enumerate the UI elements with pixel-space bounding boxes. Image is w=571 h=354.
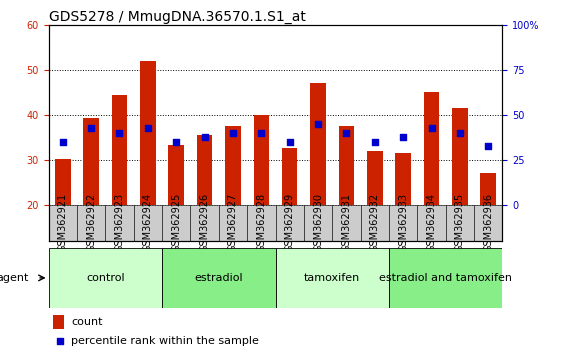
Text: control: control bbox=[86, 273, 124, 283]
FancyBboxPatch shape bbox=[275, 205, 304, 241]
Bar bbox=[197, 135, 212, 205]
Point bbox=[399, 135, 408, 140]
FancyBboxPatch shape bbox=[247, 205, 275, 241]
Text: estradiol and tamoxifen: estradiol and tamoxifen bbox=[379, 273, 512, 283]
Point bbox=[172, 139, 181, 144]
Point bbox=[484, 143, 493, 149]
FancyBboxPatch shape bbox=[77, 205, 105, 241]
Point bbox=[455, 130, 464, 136]
Bar bbox=[140, 61, 156, 205]
Point bbox=[370, 139, 379, 144]
Bar bbox=[282, 148, 297, 205]
Text: GSM362928: GSM362928 bbox=[256, 193, 266, 252]
Text: count: count bbox=[71, 318, 103, 327]
Point bbox=[55, 338, 65, 343]
Text: GSM362926: GSM362926 bbox=[200, 193, 210, 252]
Bar bbox=[254, 115, 269, 205]
FancyBboxPatch shape bbox=[474, 205, 502, 241]
Text: GSM362934: GSM362934 bbox=[427, 193, 437, 252]
Text: GSM362924: GSM362924 bbox=[143, 193, 153, 252]
Point bbox=[58, 139, 67, 144]
FancyBboxPatch shape bbox=[304, 205, 332, 241]
FancyBboxPatch shape bbox=[417, 205, 446, 241]
Text: GSM362922: GSM362922 bbox=[86, 193, 96, 252]
Text: GDS5278 / MmugDNA.36570.1.S1_at: GDS5278 / MmugDNA.36570.1.S1_at bbox=[49, 10, 305, 24]
Bar bbox=[55, 159, 71, 205]
Bar bbox=[83, 118, 99, 205]
Text: estradiol: estradiol bbox=[195, 273, 243, 283]
Text: GSM362925: GSM362925 bbox=[171, 193, 181, 252]
FancyBboxPatch shape bbox=[389, 205, 417, 241]
Bar bbox=[49, 248, 162, 308]
FancyBboxPatch shape bbox=[134, 205, 162, 241]
Bar bbox=[53, 315, 65, 329]
Text: GSM362927: GSM362927 bbox=[228, 193, 238, 252]
Bar bbox=[452, 108, 468, 205]
Bar bbox=[168, 145, 184, 205]
Text: GSM362929: GSM362929 bbox=[285, 193, 295, 252]
FancyBboxPatch shape bbox=[219, 205, 247, 241]
Bar bbox=[424, 92, 439, 205]
Bar bbox=[389, 248, 502, 308]
Bar bbox=[480, 173, 496, 205]
Point bbox=[115, 130, 124, 136]
FancyBboxPatch shape bbox=[49, 205, 77, 241]
Bar bbox=[275, 248, 389, 308]
Point bbox=[257, 130, 266, 136]
Text: GSM362936: GSM362936 bbox=[483, 193, 493, 252]
FancyBboxPatch shape bbox=[105, 205, 134, 241]
FancyBboxPatch shape bbox=[446, 205, 474, 241]
FancyBboxPatch shape bbox=[332, 205, 361, 241]
FancyBboxPatch shape bbox=[162, 205, 190, 241]
Bar bbox=[395, 153, 411, 205]
Text: tamoxifen: tamoxifen bbox=[304, 273, 360, 283]
Text: GSM362932: GSM362932 bbox=[370, 193, 380, 252]
Bar bbox=[162, 248, 275, 308]
Text: GSM362935: GSM362935 bbox=[455, 193, 465, 252]
Text: GSM362930: GSM362930 bbox=[313, 193, 323, 252]
Point bbox=[143, 125, 152, 131]
Text: GSM362933: GSM362933 bbox=[398, 193, 408, 252]
Text: GSM362931: GSM362931 bbox=[341, 193, 351, 252]
Text: percentile rank within the sample: percentile rank within the sample bbox=[71, 336, 259, 346]
Point bbox=[228, 130, 238, 136]
Point bbox=[285, 139, 294, 144]
Point bbox=[427, 125, 436, 131]
Point bbox=[342, 130, 351, 136]
Point bbox=[87, 125, 96, 131]
Bar bbox=[367, 151, 383, 205]
Bar bbox=[310, 83, 326, 205]
Bar bbox=[339, 126, 354, 205]
Point bbox=[313, 121, 323, 127]
Text: GSM362923: GSM362923 bbox=[114, 193, 124, 252]
Point bbox=[200, 135, 209, 140]
Bar bbox=[112, 95, 127, 205]
FancyBboxPatch shape bbox=[190, 205, 219, 241]
Text: GSM362921: GSM362921 bbox=[58, 193, 68, 252]
Bar bbox=[225, 126, 241, 205]
Text: agent: agent bbox=[0, 273, 29, 283]
FancyBboxPatch shape bbox=[361, 205, 389, 241]
